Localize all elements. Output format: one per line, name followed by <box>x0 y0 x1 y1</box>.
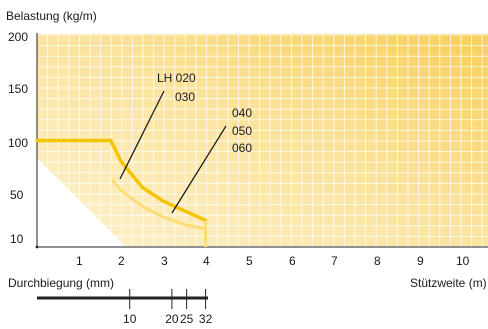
x-tick-label: 7 <box>331 254 338 268</box>
leader-line-040 <box>171 125 227 214</box>
series-line-lh020-030 <box>35 138 208 223</box>
annotation-lh020: LH 020 <box>157 71 196 85</box>
series-line-040-050-060 <box>111 179 208 231</box>
x-tick-label: 10 <box>456 254 470 268</box>
deflection-tick-label: 20 <box>165 312 179 326</box>
y-tick-label: 100 <box>8 136 28 150</box>
deflection-ticks: 10 20 25 32 <box>123 289 213 326</box>
series-group <box>35 138 208 247</box>
annotation-040: 040 <box>232 106 252 120</box>
deflection-tick-label: 25 <box>180 312 194 326</box>
x-tick-label: 2 <box>118 254 125 268</box>
y-tick-label: 200 <box>8 30 28 44</box>
x-tick-label: 6 <box>289 254 296 268</box>
deflection-tick-label: 32 <box>199 312 213 326</box>
y-tick-label: 150 <box>8 82 28 96</box>
x-axis-label: Stützweite (m) <box>410 276 487 290</box>
x-tick-label: 9 <box>417 254 424 268</box>
y-axis-label: Belastung (kg/m) <box>6 9 97 23</box>
grid <box>37 34 488 247</box>
annotation-030: 030 <box>175 90 195 104</box>
y-tick-label: 50 <box>10 188 24 202</box>
x-tick-label: 4 <box>203 254 210 268</box>
annotation-060: 060 <box>232 141 252 155</box>
annotation-050: 050 <box>232 124 252 138</box>
origin-dot <box>35 245 39 249</box>
deflection-tick-label: 10 <box>123 312 137 326</box>
leader-line-lh020 <box>119 90 165 180</box>
x-tick-label: 3 <box>161 254 168 268</box>
x-tick-label: 8 <box>374 254 381 268</box>
y-tick-label: 10 <box>10 232 24 246</box>
white-corner-mask <box>37 158 126 247</box>
deflection-label: Durchbiegung (mm) <box>8 276 114 290</box>
x-tick-label: 5 <box>246 254 253 268</box>
x-tick-label: 1 <box>76 254 83 268</box>
